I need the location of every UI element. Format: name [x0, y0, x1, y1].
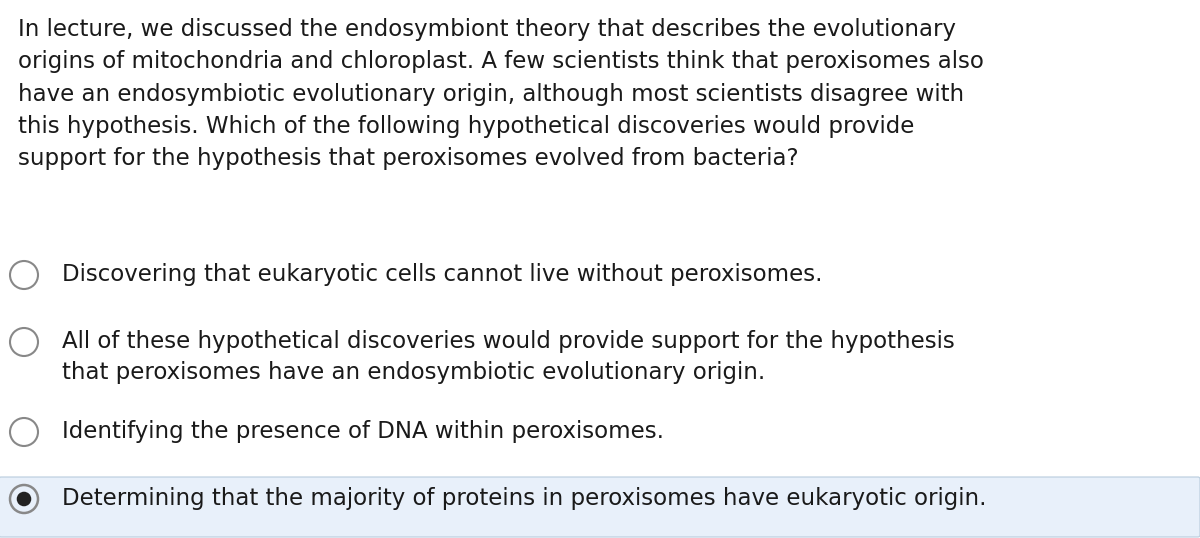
- Text: Identifying the presence of DNA within peroxisomes.: Identifying the presence of DNA within p…: [62, 420, 664, 443]
- Text: Discovering that eukaryotic cells cannot live without peroxisomes.: Discovering that eukaryotic cells cannot…: [62, 263, 822, 286]
- FancyBboxPatch shape: [0, 477, 1200, 537]
- Text: Determining that the majority of proteins in peroxisomes have eukaryotic origin.: Determining that the majority of protein…: [62, 487, 986, 510]
- Text: In lecture, we discussed the endosymbiont theory that describes the evolutionary: In lecture, we discussed the endosymbion…: [18, 18, 984, 171]
- Text: All of these hypothetical discoveries would provide support for the hypothesis
t: All of these hypothetical discoveries wo…: [62, 330, 955, 384]
- Circle shape: [17, 492, 31, 506]
